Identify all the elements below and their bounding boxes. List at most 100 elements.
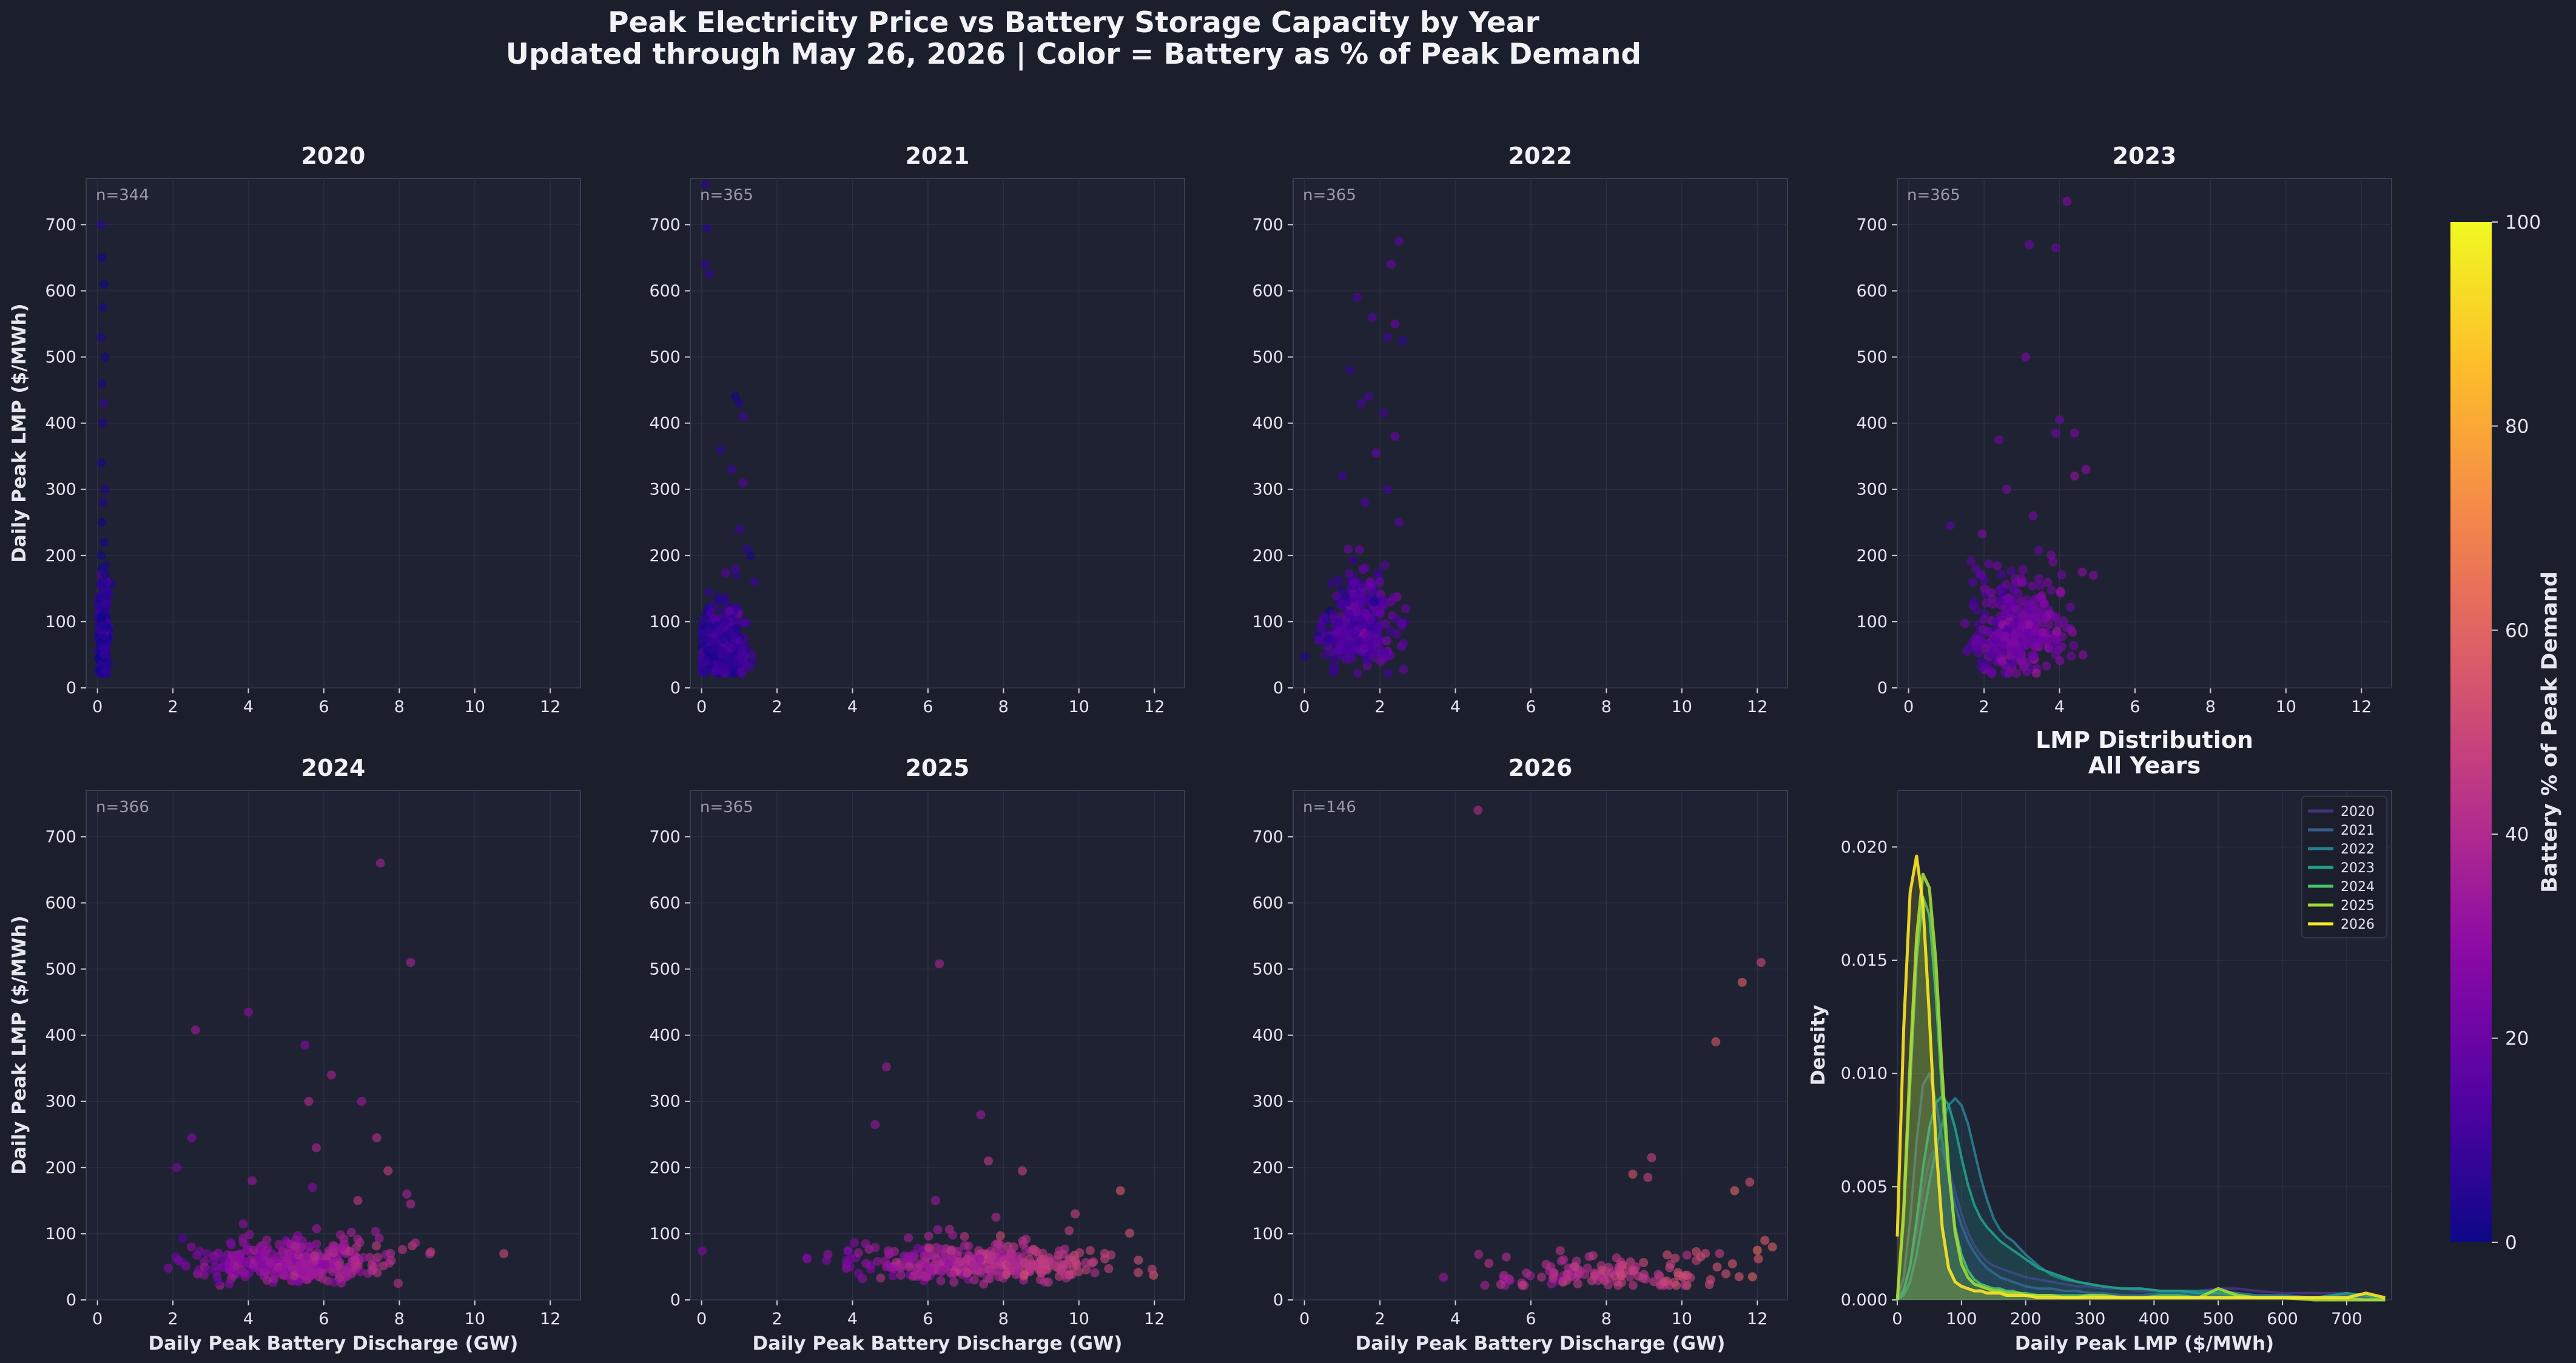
scatter-point bbox=[704, 269, 714, 279]
scatter-point bbox=[248, 1259, 258, 1269]
scatter-point bbox=[1390, 319, 1400, 329]
scatter-point bbox=[1356, 605, 1365, 615]
scatter-point bbox=[735, 399, 744, 408]
scatter-point bbox=[345, 1247, 354, 1256]
scatter-point bbox=[195, 1247, 204, 1256]
scatter-point bbox=[746, 551, 756, 560]
y-tick-label: 700 bbox=[1856, 215, 1888, 234]
y-tick-label: 0.005 bbox=[1841, 1177, 1888, 1196]
scatter-point bbox=[247, 1176, 257, 1186]
scatter-point bbox=[2025, 240, 2034, 249]
scatter-point bbox=[1747, 1272, 1757, 1282]
scatter-point bbox=[263, 1244, 272, 1253]
scatter-point bbox=[371, 1241, 381, 1251]
x-tick-label: 10 bbox=[1069, 698, 1089, 716]
scatter-point bbox=[975, 1254, 984, 1264]
scatter-point bbox=[745, 662, 755, 672]
scatter-point bbox=[1993, 649, 2002, 659]
scatter-point bbox=[244, 1007, 254, 1017]
scatter-point bbox=[1147, 1264, 1157, 1274]
scatter-point bbox=[383, 1166, 393, 1176]
y-tick-label: 600 bbox=[649, 894, 681, 912]
scatter-point bbox=[2059, 616, 2068, 625]
scatter-point bbox=[249, 1245, 258, 1255]
scatter-point bbox=[355, 1267, 365, 1277]
x-tick-label: 2 bbox=[167, 1310, 178, 1328]
scatter-point bbox=[1518, 1281, 1527, 1290]
x-tick-label: 4 bbox=[847, 1310, 858, 1328]
scatter-point bbox=[1020, 1270, 1029, 1279]
scatter-point bbox=[350, 1255, 360, 1265]
scatter-point bbox=[904, 1262, 914, 1271]
y-tick-label: 0 bbox=[1273, 679, 1283, 698]
legend-entry: 2022 bbox=[2341, 842, 2375, 857]
x-tick-label: 10 bbox=[465, 698, 485, 716]
scatter-point bbox=[1767, 1242, 1777, 1252]
scatter-point bbox=[698, 1246, 707, 1256]
scatter-point bbox=[2046, 585, 2056, 595]
scatter-point bbox=[1029, 1244, 1038, 1254]
scatter-point bbox=[2069, 641, 2079, 650]
scatter-point bbox=[1666, 1260, 1675, 1270]
scatter-point bbox=[739, 618, 749, 628]
scatter-point bbox=[1386, 626, 1396, 636]
y-tick-label: 200 bbox=[1856, 547, 1888, 565]
scatter-panel: 0 2 4 6 8 10 12 0 100 200 300 400 500 600 700 2023 n=365 bbox=[1856, 143, 2392, 716]
scatter-point bbox=[1375, 577, 1385, 587]
y-tick-label: 0 bbox=[670, 679, 681, 698]
scatter-point bbox=[1380, 648, 1390, 658]
scatter-point bbox=[101, 668, 111, 678]
scatter-point bbox=[724, 607, 734, 616]
y-tick-label: 300 bbox=[649, 480, 681, 499]
scatter-point bbox=[701, 260, 710, 269]
scatter-point bbox=[861, 1239, 870, 1249]
scatter-point bbox=[2004, 668, 2014, 678]
scatter-point bbox=[1367, 635, 1377, 645]
scatter-point bbox=[2044, 620, 2054, 630]
scatter-point bbox=[1343, 544, 1353, 554]
scatter-point bbox=[1754, 1254, 1763, 1264]
scatter-point bbox=[2018, 610, 2028, 619]
y-tick-label: 400 bbox=[45, 1026, 76, 1045]
x-axis-label: Daily Peak Battery Discharge (GW) bbox=[1356, 1333, 1726, 1355]
scatter-point bbox=[96, 613, 106, 623]
scatter-point bbox=[1364, 392, 1373, 402]
scatter-point bbox=[1397, 618, 1407, 628]
panel-title: 2025 bbox=[906, 755, 970, 781]
scatter-points bbox=[163, 858, 509, 1290]
scatter-point bbox=[1061, 1273, 1071, 1283]
scatter-point bbox=[924, 1244, 934, 1253]
scatter-point bbox=[99, 399, 109, 408]
scatter-point bbox=[1017, 1166, 1027, 1176]
scatter-point bbox=[723, 655, 733, 665]
x-tick-label: 8 bbox=[1601, 698, 1612, 716]
scatter-point bbox=[1745, 1177, 1755, 1187]
y-tick-label: 300 bbox=[45, 1092, 76, 1111]
y-tick-label: 500 bbox=[649, 960, 681, 979]
y-tick-label: 0.000 bbox=[1841, 1291, 1888, 1310]
density-line-2020 bbox=[1896, 1145, 2386, 1301]
scatter-point bbox=[1005, 1259, 1015, 1269]
scatter-point bbox=[1344, 568, 1354, 578]
scatter-point bbox=[1071, 1255, 1080, 1265]
scatter-point bbox=[1673, 1271, 1683, 1281]
scatter-point bbox=[1353, 292, 1362, 302]
scatter-point bbox=[181, 1261, 191, 1271]
scatter-panel: 0 2 4 6 8 10 12 0 100 200 300 400 500 600 700 2020 n=344… bbox=[8, 143, 581, 716]
scatter-point bbox=[992, 1266, 1001, 1276]
scatter-point bbox=[1043, 1277, 1053, 1287]
scatter-point bbox=[1704, 1280, 1714, 1290]
scatter-point bbox=[1359, 644, 1369, 654]
y-tick-label: 400 bbox=[649, 414, 681, 433]
scatter-point bbox=[2051, 612, 2060, 622]
y-tick-label: 300 bbox=[45, 480, 76, 499]
x-tick-label: 12 bbox=[1747, 1310, 1767, 1328]
scatter-point bbox=[1971, 564, 1981, 573]
x-tick-label: 6 bbox=[923, 1310, 933, 1328]
scatter-point bbox=[1558, 1276, 1568, 1286]
scatter-point bbox=[367, 1260, 377, 1270]
figure-title-line2: Updated through May 26, 2026 | Color = B… bbox=[505, 38, 1642, 71]
scatter-point bbox=[1715, 1249, 1724, 1259]
scatter-point bbox=[2006, 566, 2016, 576]
